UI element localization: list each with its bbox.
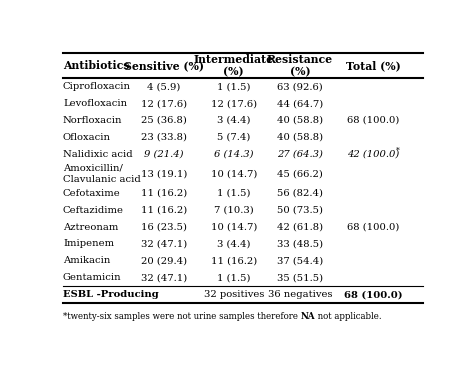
Text: *twenty-six samples were not urine samples therefore: *twenty-six samples were not urine sampl…: [63, 312, 301, 321]
Text: 36 negatives: 36 negatives: [268, 290, 332, 299]
Text: 3 (4.4): 3 (4.4): [217, 239, 250, 248]
Text: 3 (4.4): 3 (4.4): [217, 116, 250, 125]
Text: 13 (19.1): 13 (19.1): [141, 169, 187, 178]
Text: 63 (92.6): 63 (92.6): [277, 82, 323, 91]
Text: 10 (14.7): 10 (14.7): [210, 223, 257, 232]
Text: Ofloxacin: Ofloxacin: [63, 133, 111, 142]
Text: 10 (14.7): 10 (14.7): [210, 169, 257, 178]
Text: Resistance
(%): Resistance (%): [267, 54, 333, 78]
Text: 42 (61.8): 42 (61.8): [277, 223, 323, 232]
Text: 11 (16.2): 11 (16.2): [141, 206, 187, 214]
Text: 11 (16.2): 11 (16.2): [141, 189, 187, 198]
Text: 12 (17.6): 12 (17.6): [141, 99, 187, 108]
Text: Amoxicillin/
Clavulanic acid: Amoxicillin/ Clavulanic acid: [63, 164, 141, 184]
Text: 33 (48.5): 33 (48.5): [277, 239, 323, 248]
Text: 20 (29.4): 20 (29.4): [141, 256, 187, 266]
Text: 6 (14.3): 6 (14.3): [214, 150, 254, 159]
Text: 35 (51.5): 35 (51.5): [277, 273, 323, 282]
Text: *: *: [396, 147, 400, 155]
Text: 32 (47.1): 32 (47.1): [141, 239, 187, 248]
Text: 7 (10.3): 7 (10.3): [214, 206, 254, 214]
Text: not applicable.: not applicable.: [315, 312, 382, 321]
Text: 40 (58.8): 40 (58.8): [277, 116, 323, 125]
Text: 44 (64.7): 44 (64.7): [277, 99, 323, 108]
Text: 1 (1.5): 1 (1.5): [217, 189, 250, 198]
Text: NA: NA: [301, 312, 315, 321]
Text: 5 (7.4): 5 (7.4): [217, 133, 250, 142]
Text: 9 (21.4): 9 (21.4): [144, 150, 184, 159]
Text: Sensitive (%): Sensitive (%): [124, 60, 204, 71]
Text: 4 (5.9): 4 (5.9): [147, 82, 181, 91]
Text: Amikacin: Amikacin: [63, 256, 110, 266]
Text: 68 (100.0): 68 (100.0): [347, 116, 400, 125]
Text: 45 (66.2): 45 (66.2): [277, 169, 323, 178]
Text: 32 (47.1): 32 (47.1): [141, 273, 187, 282]
Text: 32 positives: 32 positives: [203, 290, 264, 299]
Text: 56 (82.4): 56 (82.4): [277, 189, 323, 198]
Text: Ceftazidime: Ceftazidime: [63, 206, 124, 214]
Text: 25 (36.8): 25 (36.8): [141, 116, 187, 125]
Text: 27 (64.3): 27 (64.3): [277, 150, 323, 159]
Text: Nalidixic acid: Nalidixic acid: [63, 150, 133, 159]
Text: 37 (54.4): 37 (54.4): [277, 256, 323, 266]
Text: 68 (100.0): 68 (100.0): [344, 290, 402, 299]
Text: 16 (23.5): 16 (23.5): [141, 223, 187, 232]
Text: 40 (58.8): 40 (58.8): [277, 133, 323, 142]
Text: Total (%): Total (%): [346, 60, 401, 71]
Text: Intermediate
(%): Intermediate (%): [194, 54, 274, 78]
Text: ESBL -Producing: ESBL -Producing: [63, 290, 159, 299]
Text: 12 (17.6): 12 (17.6): [210, 99, 257, 108]
Text: 42 (100.0): 42 (100.0): [347, 150, 400, 159]
Text: Imipenem: Imipenem: [63, 239, 114, 248]
Text: 1 (1.5): 1 (1.5): [217, 82, 250, 91]
Text: 68 (100.0): 68 (100.0): [347, 223, 400, 232]
Text: 1 (1.5): 1 (1.5): [217, 273, 250, 282]
Text: Ciprofloxacin: Ciprofloxacin: [63, 82, 131, 91]
Text: Cefotaxime: Cefotaxime: [63, 189, 121, 198]
Text: Norfloxacin: Norfloxacin: [63, 116, 122, 125]
Text: 11 (16.2): 11 (16.2): [210, 256, 257, 266]
Text: 50 (73.5): 50 (73.5): [277, 206, 323, 214]
Text: 23 (33.8): 23 (33.8): [141, 133, 187, 142]
Text: Levofloxacin: Levofloxacin: [63, 99, 127, 108]
Text: Antibiotics: Antibiotics: [63, 60, 129, 71]
Text: Gentamicin: Gentamicin: [63, 273, 121, 282]
Text: Aztreonam: Aztreonam: [63, 223, 118, 232]
